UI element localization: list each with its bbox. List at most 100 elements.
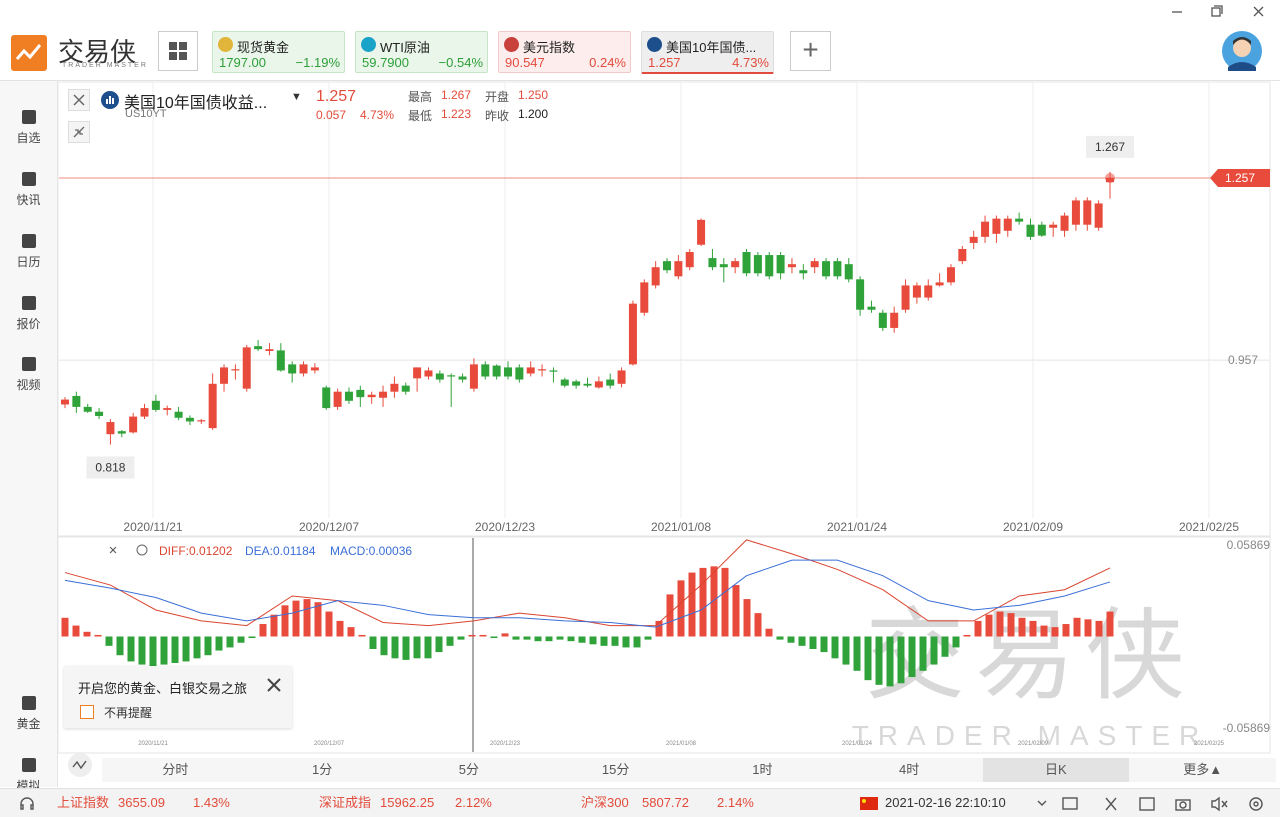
candle-body [208,383,217,429]
period-tab[interactable]: 5分 [458,762,479,777]
macd-bar [1051,627,1059,637]
sidebar-icon [21,296,36,310]
macd-bar [369,636,377,649]
layout-button[interactable] [158,31,198,71]
tab-icon [361,37,376,52]
candle-body [458,376,467,380]
macd-settings [136,544,148,556]
candle-body [799,270,808,274]
macd-bar [622,636,630,648]
period-tab[interactable]: 4时 [899,762,920,777]
candle-body [310,367,319,371]
indicator-button[interactable] [67,752,93,778]
candle-body [1003,218,1012,231]
sidebar-item[interactable]: 自选 [0,108,57,146]
macd-bar [468,634,476,637]
macd-bar [226,636,234,648]
macd-bar [556,636,564,640]
macd-bar [391,636,399,659]
status-bar: 上证指数 3655.09 1.43% 深证成指 15962.25 2.12% 沪深300 58… [0,788,1280,817]
x-tick-label-small: 2021/02/25 [1194,741,1225,747]
period-tab[interactable]: 1分 [312,762,333,777]
macd-bar [1073,617,1081,637]
macd-bar [908,636,916,678]
sidebar-item[interactable]: 快讯 [0,170,57,208]
stat-label: 昨收 [485,109,510,123]
macd-bar [1029,620,1037,637]
sidebar-item[interactable]: 报价 [0,294,57,332]
close-chart[interactable] [68,89,90,111]
checkbox-label[interactable]: 不再提醒 [104,706,153,720]
candle-body [822,261,831,277]
macd-bar [589,636,597,645]
candle-body [390,383,399,392]
support-icon[interactable] [18,795,36,813]
macd-bar [501,633,509,637]
index-change: 2.14% [717,795,754,810]
x-tick-label: 2021/02/09 [1003,520,1063,534]
tab-change: −1.19% [295,55,340,70]
candle-body [424,370,433,377]
watermark-sub: TRADER MASTER [852,720,1209,751]
macd-bar [325,611,333,637]
quote-tab[interactable]: 现货黄金 1797.00 −1.19% [212,31,345,73]
candle-body [594,381,603,388]
last-dot [1105,172,1115,183]
sidebar-item[interactable]: 视频 [0,355,57,393]
macd-bar [237,636,245,643]
macd-bar [94,634,102,637]
sidebar-item[interactable]: 黄金 [0,694,57,732]
period-tab[interactable]: 更多▲ [1183,762,1223,777]
quote-tab[interactable]: WTI原油 59.7900 −0.54% [355,31,488,73]
macd-bar [633,636,641,648]
high-label-box [1086,135,1134,158]
macd-bar [611,636,619,646]
status-icons[interactable] [1036,794,1276,814]
sidebar-icon [21,234,36,248]
candle-body [1060,215,1069,231]
tab-change: −0.54% [438,55,483,70]
candle-body [435,373,444,380]
logo-text: 交易侠 [58,37,137,67]
macd-bar [204,636,212,656]
candle-body [231,369,240,371]
checkbox[interactable] [80,705,94,719]
macd-bar [710,566,718,637]
stat-label: 开盘 [485,90,510,104]
period-tab[interactable]: 日K [982,758,1130,782]
candle-body [708,258,717,268]
x-tick-label-small: 2021/02/09 [1018,741,1049,747]
period-tab[interactable]: 1时 [752,762,773,777]
avatar[interactable] [1222,31,1262,71]
candle-body [640,282,649,313]
candle-body [1049,224,1058,228]
collapse-chart[interactable] [68,121,90,143]
index-name: 上证指数 [57,795,110,810]
stat-value: 1.267 [441,88,472,102]
period-tab[interactable]: 分时 [162,762,189,777]
x-tick-label: 2020/11/21 [123,520,182,534]
quote-tab[interactable]: 美国10年国债... 1.257 4.73% [641,31,774,74]
candle-body [753,255,762,274]
candle-body [492,365,501,377]
sidebar-item[interactable]: 日历 [0,232,57,270]
grid-icon [169,42,187,60]
dropdown-arrow[interactable]: ▼ [291,91,302,103]
candle-body [106,422,115,435]
tab-name: 美元指数 [523,40,576,55]
popup-close[interactable] [264,675,284,695]
period-tab[interactable]: 15分 [601,762,630,777]
macd-bar [523,636,531,640]
quote-name[interactable]: 美国10年国债收益... [124,95,268,112]
candle-body [1083,200,1092,225]
macd-bar [72,625,80,637]
period-tabs: 分时 1分 5分 15分 1时 4时 日K 更多▲ [102,758,1276,782]
window-controls[interactable] [1160,0,1280,24]
add-tab[interactable]: + [790,31,831,71]
macd-bar [798,636,806,646]
macd-bar [600,636,608,646]
candle-body [163,408,172,410]
candle-body [958,248,967,262]
quote-tab[interactable]: 美元指数 90.547 0.24% [498,31,631,73]
